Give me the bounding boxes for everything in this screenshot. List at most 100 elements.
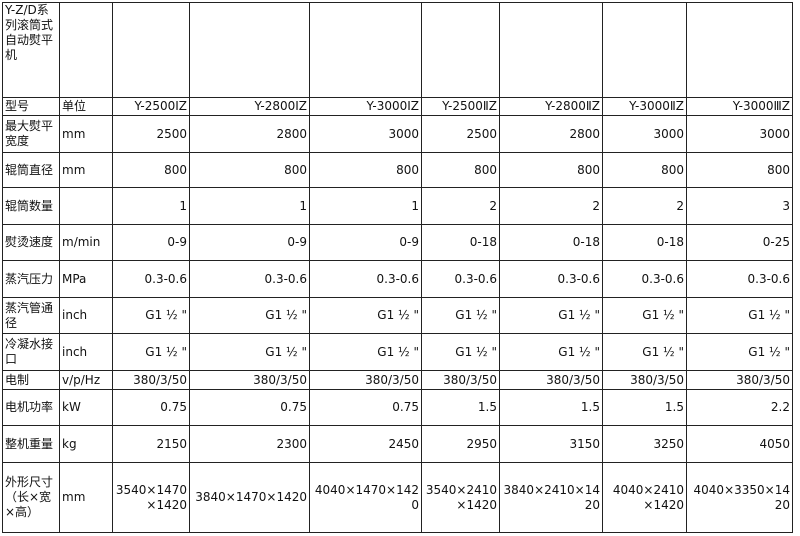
spec-table: Y-Z/D系列滚筒式自动熨平机 型号 单位 Y-2500ⅠZ Y-2800ⅠZ Y-30… (2, 2, 793, 533)
empty-cell (686, 2, 793, 98)
value-cell: 380/3/50 (499, 370, 603, 390)
value-cell: 3840×2410×1420 (499, 462, 603, 533)
data-row: 整机重量 kg 2150 2300 2450 2950 3150 3250 4050 (2, 425, 793, 463)
value-cell: 2500 (112, 115, 190, 153)
value-cell: 2 (421, 187, 500, 225)
row-label: 熨烫速度 (2, 224, 60, 261)
empty-cell (189, 2, 310, 98)
row-label: 冷凝水接口 (2, 333, 60, 371)
row-label: 蒸汽压力 (2, 260, 60, 298)
value-cell: 800 (309, 152, 422, 188)
value-cell: 0-25 (686, 224, 793, 261)
value-cell: G1 ½ " (309, 333, 422, 371)
value-cell: 3150 (499, 425, 603, 463)
header-cell: Y-3000ⅠZ (309, 97, 422, 116)
value-cell: G1 ½ " (686, 333, 793, 371)
value-cell: 800 (686, 152, 793, 188)
value-cell: 3540×2410×1420 (421, 462, 500, 533)
row-label: 外形尺寸（长×宽×高） (2, 462, 60, 533)
value-cell: G1 ½ " (189, 333, 310, 371)
value-cell: 800 (189, 152, 310, 188)
empty-cell (499, 2, 603, 98)
row-label: 辊筒直径 (2, 152, 60, 188)
data-row: 蒸汽压力 MPa 0.3-0.6 0.3-0.6 0.3-0.6 0.3-0.6 0.3-0… (2, 260, 793, 298)
data-row: 辊筒数量 1 1 1 2 2 2 3 (2, 187, 793, 225)
value-cell: G1 ½ " (189, 297, 310, 334)
value-cell: 380/3/50 (686, 370, 793, 390)
data-row: 外形尺寸（长×宽×高） mm 3540×1470×1420 3840×1470×142… (2, 462, 793, 533)
row-label: 整机重量 (2, 425, 60, 463)
data-row: 最大熨平宽度 mm 2500 2800 3000 2500 2800 3000 3000 (2, 115, 793, 153)
row-label: 辊筒数量 (2, 187, 60, 225)
row-label: 电机功率 (2, 389, 60, 426)
value-cell: 4040×2410×1420 (602, 462, 687, 533)
value-cell: G1 ½ " (686, 297, 793, 334)
value-cell: 2 (602, 187, 687, 225)
value-cell: G1 ½ " (602, 297, 687, 334)
value-cell: 2500 (421, 115, 500, 153)
empty-cell (309, 2, 422, 98)
value-cell: 0.3-0.6 (602, 260, 687, 298)
value-cell: G1 ½ " (499, 297, 603, 334)
value-cell: 1.5 (602, 389, 687, 426)
value-cell: 3250 (602, 425, 687, 463)
empty-cell (421, 2, 500, 98)
empty-cell (112, 2, 190, 98)
value-cell: 0.3-0.6 (686, 260, 793, 298)
header-row: 型号 单位 Y-2500ⅠZ Y-2800ⅠZ Y-3000ⅠZ Y-2500ⅡZ Y-28… (2, 97, 793, 116)
value-cell: 0.75 (309, 389, 422, 426)
value-cell: 2450 (309, 425, 422, 463)
value-cell: 2800 (189, 115, 310, 153)
value-cell: 2950 (421, 425, 500, 463)
data-row: 电机功率 kW 0.75 0.75 0.75 1.5 1.5 1.5 2.2 (2, 389, 793, 426)
value-cell: G1 ½ " (421, 333, 500, 371)
value-cell: 1 (189, 187, 310, 225)
value-cell: 2300 (189, 425, 310, 463)
value-cell: G1 ½ " (421, 297, 500, 334)
value-cell: 0.3-0.6 (421, 260, 500, 298)
value-cell: 0.75 (112, 389, 190, 426)
unit-cell: v/p/Hz (59, 370, 113, 390)
title-row: Y-Z/D系列滚筒式自动熨平机 (2, 2, 793, 98)
value-cell: 0-18 (602, 224, 687, 261)
value-cell: 800 (602, 152, 687, 188)
value-cell: 0-9 (309, 224, 422, 261)
unit-cell: kg (59, 425, 113, 463)
header-cell: 单位 (59, 97, 113, 116)
data-row: 熨烫速度 m/min 0-9 0-9 0-9 0-18 0-18 0-18 0-25 (2, 224, 793, 261)
value-cell: 0.3-0.6 (112, 260, 190, 298)
value-cell: 380/3/50 (189, 370, 310, 390)
unit-cell: kW (59, 389, 113, 426)
value-cell: 4040×1470×1420 (309, 462, 422, 533)
table-title: Y-Z/D系列滚筒式自动熨平机 (2, 2, 60, 98)
data-row: 电制 v/p/Hz 380/3/50 380/3/50 380/3/50 380/3/50… (2, 370, 793, 390)
value-cell: 0-18 (499, 224, 603, 261)
value-cell: 380/3/50 (421, 370, 500, 390)
value-cell: 1 (112, 187, 190, 225)
value-cell: G1 ½ " (602, 333, 687, 371)
value-cell: 2150 (112, 425, 190, 463)
header-cell: Y-2800ⅠZ (189, 97, 310, 116)
value-cell: 1 (309, 187, 422, 225)
value-cell: G1 ½ " (309, 297, 422, 334)
value-cell: 380/3/50 (112, 370, 190, 390)
value-cell: 3540×1470×1420 (112, 462, 190, 533)
value-cell: 3000 (686, 115, 793, 153)
value-cell: 800 (112, 152, 190, 188)
value-cell: 0.3-0.6 (189, 260, 310, 298)
value-cell: 0-18 (421, 224, 500, 261)
data-row: 辊筒直径 mm 800 800 800 800 800 800 800 (2, 152, 793, 188)
value-cell: G1 ½ " (112, 333, 190, 371)
unit-cell: mm (59, 462, 113, 533)
value-cell: 4040×3350×1420 (686, 462, 793, 533)
value-cell: 800 (421, 152, 500, 188)
header-cell: Y-2800ⅡZ (499, 97, 603, 116)
value-cell: 4050 (686, 425, 793, 463)
value-cell: G1 ½ " (112, 297, 190, 334)
unit-cell: inch (59, 333, 113, 371)
data-row: 蒸汽管通径 inch G1 ½ " G1 ½ " G1 ½ " G1 ½ " G1 ½ " G… (2, 297, 793, 334)
header-cell: Y-2500ⅠZ (112, 97, 190, 116)
value-cell: 2.2 (686, 389, 793, 426)
value-cell: 1.5 (499, 389, 603, 426)
empty-cell (59, 2, 113, 98)
